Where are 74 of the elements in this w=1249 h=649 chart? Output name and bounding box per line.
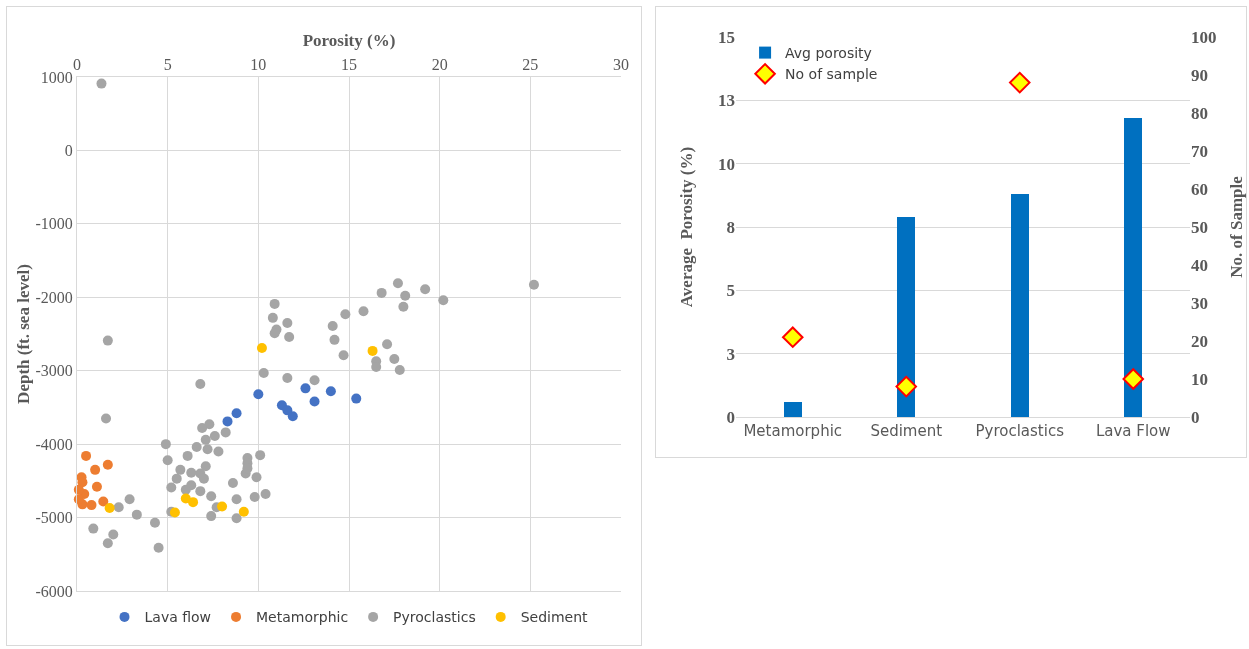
y-tick-label: -3000 — [35, 362, 73, 380]
x-tick-label: 5 — [163, 55, 172, 73]
y-tick-label: 15 — [718, 27, 735, 47]
legend-label: No of sample — [785, 66, 878, 83]
y2-axis-title: No. of Sample — [1227, 175, 1246, 278]
y-tick-label: 8 — [726, 217, 735, 237]
y2-tick-label: 60 — [1191, 179, 1208, 199]
bar — [897, 217, 915, 417]
y-axis-title: Average Porosity (%) — [677, 146, 696, 308]
x-tick-label: Lava Flow — [1095, 422, 1171, 440]
y2-tick-label: 100 — [1191, 27, 1217, 47]
point — [81, 450, 92, 461]
point — [256, 342, 267, 353]
x-tick-label: 25 — [522, 55, 539, 73]
x-tick-label: 15 — [341, 55, 357, 73]
point — [102, 459, 113, 470]
point — [238, 506, 249, 517]
bar — [1011, 194, 1029, 417]
x-tick-label: 10 — [250, 55, 267, 73]
point — [222, 416, 233, 427]
x-tick-label: Pyroclastics — [975, 422, 1065, 440]
y2-tick-label: 30 — [1191, 293, 1208, 313]
x-tick-label: 30 — [613, 55, 629, 73]
y-tick-label: -6000 — [35, 582, 73, 600]
legend-label: Pyroclastics — [393, 609, 476, 626]
y-tick-label: 13 — [718, 91, 735, 111]
y-tick-label: -4000 — [35, 435, 73, 453]
bar — [784, 402, 802, 417]
point — [86, 500, 97, 511]
x-axis-title: Porosity (%) — [302, 31, 396, 51]
point — [287, 411, 298, 422]
y-tick-label: -1000 — [35, 215, 73, 233]
bar — [1124, 118, 1142, 417]
y-tick-label: 1000 — [40, 68, 73, 86]
y2-tick-label: 70 — [1191, 141, 1208, 161]
point — [895, 375, 917, 398]
y2-tick-label: 20 — [1191, 331, 1208, 351]
y-axis-title: Depth (ft. sea level) — [14, 264, 34, 404]
point — [367, 345, 378, 356]
point — [231, 408, 242, 419]
y2-tick-label: 40 — [1191, 255, 1208, 275]
y-tick-label: -2000 — [35, 288, 73, 306]
legend-label: Sediment — [520, 609, 589, 626]
y2-tick-label: 90 — [1191, 65, 1208, 85]
legend-label: Lava flow — [144, 609, 212, 626]
x-tick-label: 20 — [431, 55, 448, 73]
point — [300, 383, 311, 394]
point — [188, 497, 199, 508]
point — [217, 501, 228, 512]
point — [90, 464, 101, 475]
point — [91, 481, 102, 492]
point — [1009, 71, 1031, 94]
y2-tick-label: 10 — [1191, 369, 1208, 389]
point — [325, 386, 336, 397]
x-tick-label: Metamorphic — [743, 422, 843, 440]
y-tick-label: 10 — [718, 154, 735, 174]
y-tick-label: -5000 — [35, 509, 73, 527]
point — [309, 396, 320, 407]
point — [98, 496, 109, 507]
y2-tick-label: 80 — [1191, 103, 1208, 123]
y2-tick-label: 0 — [1191, 407, 1200, 427]
y-tick-label: 0 — [726, 407, 735, 427]
point — [253, 389, 264, 400]
point — [104, 503, 115, 514]
y-tick-label: 0 — [64, 142, 73, 160]
point — [1122, 368, 1144, 390]
point — [782, 326, 804, 348]
x-tick-label: Sediment — [870, 422, 943, 440]
y2-tick-label: 50 — [1191, 217, 1208, 237]
y-tick-label: 5 — [726, 281, 735, 301]
legend-label: Metamorphic — [256, 609, 349, 626]
point — [351, 393, 362, 404]
y-tick-label: 3 — [726, 344, 735, 364]
legend-label: Avg porosity — [785, 45, 872, 62]
